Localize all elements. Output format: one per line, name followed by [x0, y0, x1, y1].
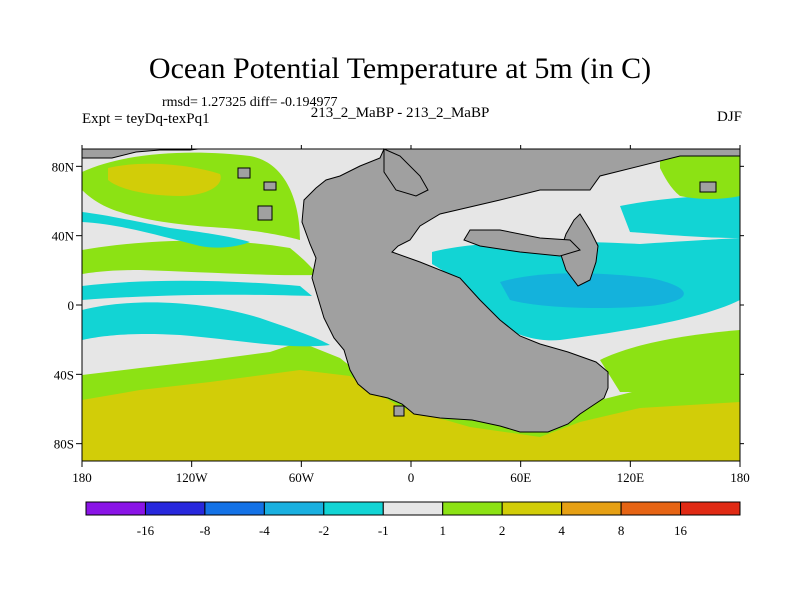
- island-5: [699, 181, 717, 193]
- colorbar-label: -8: [199, 523, 210, 538]
- colorbar-swatch: [680, 501, 741, 516]
- chart-title: Ocean Potential Temperature at 5m (in C): [148, 52, 652, 85]
- colorbar-label: 1: [439, 523, 446, 538]
- diff-value: -0.194977: [280, 95, 338, 110]
- colorbar: -16 -8 -4 -2 -1 1 2 4 8 16: [85, 501, 741, 538]
- season-label: DJF: [716, 109, 742, 125]
- x-tick-label: 60W: [289, 470, 315, 485]
- colorbar-label: 2: [499, 523, 506, 538]
- northeast-cool-region: [620, 194, 740, 238]
- eastern-deep-cool: [500, 273, 684, 308]
- colorbar-label: 8: [618, 523, 625, 538]
- northern-cool-band: [82, 212, 250, 248]
- y-tick-label: 80S: [54, 437, 74, 452]
- southern-cool-band: [82, 302, 330, 347]
- island-4: [393, 405, 405, 417]
- y-tick-label: 0: [68, 298, 75, 313]
- colorbar-swatch: [323, 501, 384, 516]
- rmsd-value: 1.27325: [200, 95, 247, 110]
- case-label: 213_2_MaBP - 213_2_MaBP: [310, 105, 490, 121]
- colorbar-label: -16: [137, 523, 155, 538]
- northern-yellow-patch: [108, 163, 221, 196]
- continent-northern-lobe: [383, 148, 429, 197]
- colorbar-label: 16: [674, 523, 688, 538]
- continent-central: [82, 148, 741, 433]
- island-3: [257, 205, 273, 221]
- x-tick-label: 180: [72, 470, 92, 485]
- y-tick-label: 40S: [54, 367, 74, 382]
- island-1: [237, 167, 251, 179]
- colorbar-swatch: [442, 501, 503, 516]
- rmsd-label: rmsd=: [162, 95, 198, 110]
- island-2: [263, 181, 277, 191]
- colorbar-swatch: [85, 501, 146, 516]
- stats-line: rmsd= 1.27325 diff= -0.194977: [162, 95, 338, 111]
- colorbar-label: -2: [318, 523, 329, 538]
- southern-warm-band: [82, 368, 740, 461]
- experiment-label: Expt = teyDq-texPq1: [82, 111, 210, 127]
- colorbar-swatch: [204, 501, 265, 516]
- colorbar-swatch: [620, 501, 682, 516]
- x-tick-label: 120W: [176, 470, 209, 485]
- y-tick-label: 80N: [52, 159, 75, 174]
- eastern-green-margin: [600, 330, 740, 392]
- northeast-green-region: [660, 150, 740, 199]
- x-tick-label: 180: [730, 470, 750, 485]
- colorbar-swatch: [263, 501, 325, 516]
- x-tick-label: 120E: [617, 470, 645, 485]
- continent-inner-sea-island: [463, 229, 581, 257]
- equatorial-cool-band: [82, 280, 312, 300]
- x-tick-label: 60E: [510, 470, 531, 485]
- colorbar-swatch: [144, 501, 206, 516]
- map-axes: 180 120W 60W 0 60E 120E 180 80N 40N 0 40S 80S: [52, 145, 750, 485]
- colorbar-swatch: [382, 501, 444, 516]
- colorbar-label: -4: [259, 523, 270, 538]
- colorbar-label: 4: [558, 523, 565, 538]
- x-tick-label: 0: [408, 470, 415, 485]
- colorbar-swatch: [561, 501, 622, 516]
- y-tick-label: 40N: [52, 229, 75, 244]
- colorbar-label: -1: [378, 523, 389, 538]
- diff-label: diff=: [249, 95, 278, 110]
- colorbar-swatch: [501, 501, 563, 516]
- equatorial-green-band: [82, 240, 318, 276]
